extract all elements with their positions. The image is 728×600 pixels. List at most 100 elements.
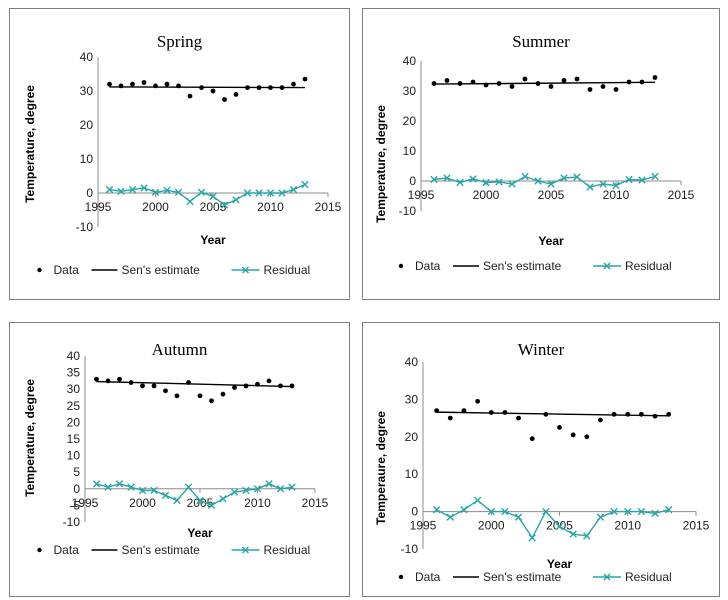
residual-marker: [266, 189, 275, 197]
chart-title: Autumn: [152, 340, 208, 359]
x-tick-label: 2010: [614, 519, 641, 533]
legend-label-sens: Sen's estimate: [483, 259, 562, 273]
residual-marker: [460, 506, 468, 514]
data-point: [444, 78, 450, 83]
residual-marker: [583, 532, 591, 540]
residual-marker: [528, 534, 536, 542]
legend: Data Sen's estimate Residual: [37, 263, 310, 277]
data-point: [187, 93, 193, 99]
residual-marker: [637, 507, 646, 516]
residual-marker: [599, 180, 607, 188]
data-point: [584, 434, 590, 440]
residual-marker: [232, 196, 240, 204]
residual-marker: [219, 495, 227, 503]
chart-spring: Spring -10 0 10 20 30 40 1995 2000 2005 2010 2015 Ye…: [23, 32, 342, 277]
x-tick-label: 2005: [538, 188, 565, 202]
residual-markers: [105, 180, 309, 209]
data-point: [587, 87, 593, 92]
x-tick-label: 2000: [142, 200, 169, 214]
data-point: [509, 84, 515, 89]
data-series: [94, 376, 295, 404]
residual-marker: [207, 501, 216, 510]
y-tick-label: 25: [67, 399, 81, 413]
x-axis-label: Year: [538, 234, 564, 248]
legend-data-marker: [398, 574, 404, 580]
residual-marker: [276, 485, 285, 493]
data-point: [197, 393, 203, 399]
data-point: [600, 84, 606, 89]
legend-label-sens: Sen's estimate: [483, 570, 562, 584]
y-tick-label: 30: [403, 84, 417, 98]
chart-title: Summer: [512, 32, 570, 51]
residual-marker: [596, 513, 605, 521]
legend: Data Sen's estimate Residual: [398, 259, 672, 273]
data-point: [598, 417, 603, 423]
residual-markers: [432, 496, 673, 542]
legend-residual-marker: [603, 262, 611, 270]
residual-marker: [230, 488, 239, 496]
legend-residual-marker: [603, 573, 611, 581]
y-tick-label: -10: [401, 542, 419, 556]
legend-label-residual: Residual: [264, 543, 311, 557]
x-tick-label: 2005: [187, 496, 214, 510]
residual-marker: [521, 172, 529, 181]
residual-marker: [104, 483, 112, 491]
residual-marker: [163, 186, 171, 194]
residual-marker: [128, 185, 137, 194]
y-tick-label: 40: [80, 50, 94, 64]
residual-markers: [92, 480, 296, 510]
data-point: [174, 393, 180, 399]
residual-marker: [138, 486, 147, 495]
legend-residual-marker: [242, 546, 249, 554]
residual-marker: [495, 178, 503, 186]
residual-marker: [473, 496, 482, 505]
y-tick-label: 35: [67, 366, 81, 380]
y-tick-label: 10: [80, 152, 94, 166]
residual-marker: [301, 180, 309, 189]
y-tick-label: 20: [405, 430, 419, 444]
data-point: [475, 398, 480, 404]
x-tick-label: 2005: [200, 200, 227, 214]
residual-marker: [432, 506, 441, 514]
legend-label-data: Data: [54, 263, 80, 277]
y-tick-label: 20: [67, 415, 81, 429]
y-tick-label: 0: [409, 174, 416, 188]
legend-data-marker: [37, 267, 42, 273]
residual-marker: [534, 177, 542, 185]
sens-estimate-line: [96, 380, 293, 388]
chart-panel-winter: Winter-1001020304019952000200520102015Ye…: [362, 322, 720, 597]
residual-marker: [151, 188, 160, 197]
x-tick-label: 2010: [244, 496, 271, 510]
data-point: [117, 376, 122, 382]
residual-marker: [186, 197, 194, 206]
data-series: [107, 76, 308, 102]
residual-marker: [638, 176, 646, 184]
y-tick-label: 0: [86, 186, 93, 200]
y-tick-label: -10: [76, 220, 94, 234]
residual-marker: [289, 185, 298, 194]
data-series: [434, 398, 672, 442]
legend-label-data: Data: [54, 543, 80, 557]
y-tick-label: 30: [405, 392, 419, 406]
y-tick-label: 10: [67, 449, 81, 463]
legend-label-residual: Residual: [264, 263, 311, 277]
residual-marker: [547, 180, 555, 188]
chart-autumn: Autumn -10 -5 0 5 10 15 20 25 30 35 40 1995 2000 2005 2…: [23, 340, 329, 557]
data-point: [522, 76, 528, 82]
residual-marker: [446, 513, 454, 521]
residual-marker: [624, 507, 632, 516]
residual-marker: [196, 496, 204, 505]
data-point: [210, 88, 216, 94]
residual-marker: [288, 483, 296, 491]
residual-marker: [265, 480, 273, 488]
data-point: [302, 76, 308, 82]
legend-label-residual: Residual: [625, 259, 672, 273]
legend-data-marker: [398, 263, 404, 269]
residual-marker: [150, 486, 158, 495]
data-point: [548, 84, 554, 89]
data-point: [141, 80, 147, 85]
residual-line: [433, 175, 656, 188]
chart-panel-summer: Summer -10 0 10 20 30 40 1995 2000 2005 2010 2015 Ye…: [362, 8, 720, 300]
x-tick-label: 1995: [410, 519, 437, 533]
data-point: [232, 385, 237, 390]
